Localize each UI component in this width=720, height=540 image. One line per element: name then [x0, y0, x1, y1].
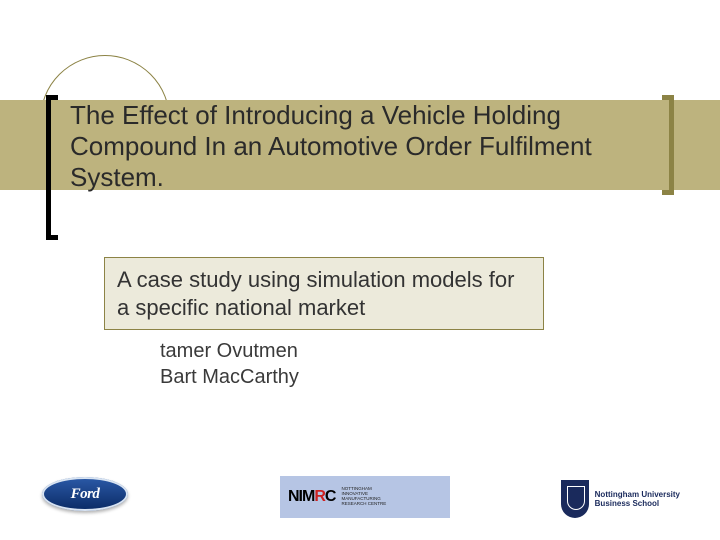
author-list: tamer Ovutmen Bart MacCarthy [160, 338, 299, 390]
slide-subtitle: A case study using simulation models for… [104, 257, 544, 330]
author-2: Bart MacCarthy [160, 364, 299, 390]
ford-logo: Ford [42, 477, 128, 511]
logo-row: Ford NIMRC NOTTINGHAM INNOVATIVE MANUFAC… [0, 470, 720, 518]
slide-title: The Effect of Introducing a Vehicle Hold… [70, 100, 640, 194]
nimrc-logo: NIMRC NOTTINGHAM INNOVATIVE MANUFACTURIN… [280, 476, 450, 518]
ford-logo-text: Ford [71, 486, 100, 503]
nottingham-crest-icon [561, 480, 589, 518]
nottingham-logo: Nottingham University Business School [561, 480, 680, 518]
nimrc-logo-subtext: NOTTINGHAM INNOVATIVE MANUFACTURING RESE… [341, 487, 386, 507]
bracket-right [662, 95, 674, 195]
bracket-left [46, 95, 58, 240]
author-1: tamer Ovutmen [160, 338, 299, 364]
nottingham-logo-text: Nottingham University Business School [595, 490, 680, 508]
nimrc-logo-text: NIMRC [288, 488, 335, 506]
